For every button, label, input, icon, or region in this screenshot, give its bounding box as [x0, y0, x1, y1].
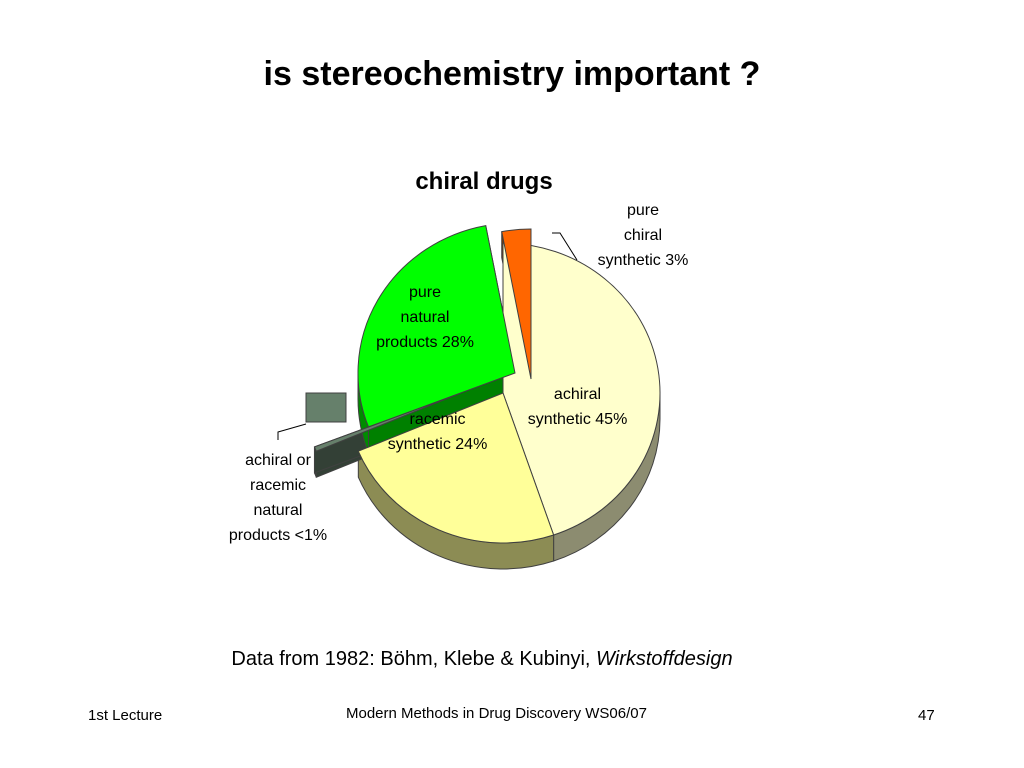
- pie-slice-pure-chiral: [501, 228, 532, 380]
- label-racemic-synthetic: racemic synthetic 24%: [387, 411, 488, 453]
- slide-title: is stereochemistry important ?: [263, 55, 761, 93]
- data-source: Data from 1982: Böhm, Klebe & Kubinyi, W…: [0, 648, 964, 671]
- footer-lecture: 1st Lecture: [88, 707, 163, 724]
- label-pure-natural: pure natural products 28%: [376, 284, 474, 351]
- leader-natural-under-1: [277, 423, 307, 440]
- leader-pure-chiral: [552, 232, 578, 261]
- pie-tops: [305, 225, 661, 544]
- chart-title: chiral drugs: [415, 168, 553, 195]
- label-pure-chiral: pure chiral synthetic 3%: [597, 202, 689, 269]
- pie-slice-natural-under-1: [313, 392, 462, 452]
- pie-slice-racemic-synthetic: [357, 392, 555, 544]
- pie-slice-achiral-synthetic: [502, 242, 661, 536]
- source-text: Data from 1982: Böhm, Klebe & Kubinyi,: [231, 648, 591, 670]
- footer-course: Modern Methods in Drug Discovery WS06/07: [346, 705, 647, 722]
- footer-page-number: 47: [918, 707, 935, 724]
- source-book-title: Wirkstoffdesign: [596, 648, 733, 670]
- label-achiral-synthetic: achiral synthetic 45%: [527, 386, 628, 428]
- pie-slice-natural-under-1-block: [305, 392, 347, 423]
- pie-slice-pure-natural: [357, 225, 516, 428]
- label-natural-under-1: achiral or racemic natural products <1%: [228, 452, 328, 544]
